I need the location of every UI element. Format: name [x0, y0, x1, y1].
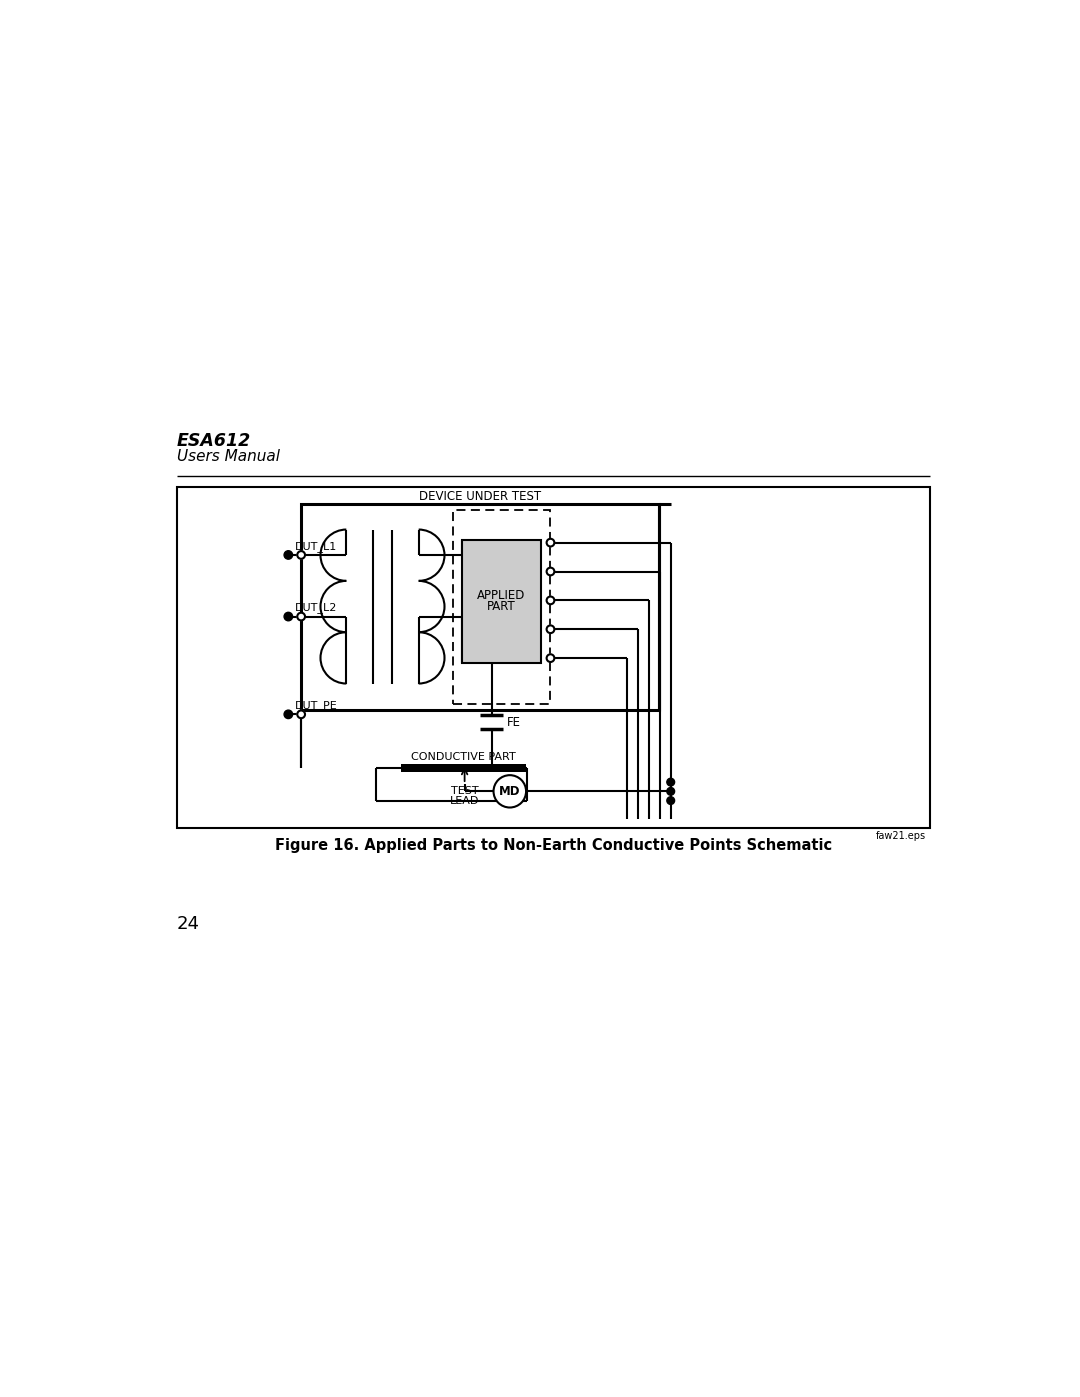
Circle shape — [666, 788, 675, 795]
Bar — [301, 504, 659, 711]
Circle shape — [284, 612, 293, 620]
Text: Users Manual: Users Manual — [177, 448, 280, 464]
Circle shape — [297, 613, 305, 620]
Circle shape — [666, 796, 675, 805]
Circle shape — [546, 654, 554, 662]
Text: MD: MD — [499, 785, 521, 798]
Circle shape — [546, 626, 554, 633]
Text: Figure 16. Applied Parts to Non-Earth Conductive Points Schematic: Figure 16. Applied Parts to Non-Earth Co… — [275, 838, 832, 852]
Text: DUT_PE: DUT_PE — [295, 700, 337, 711]
Circle shape — [297, 711, 305, 718]
Bar — [461, 539, 541, 662]
Text: FE: FE — [508, 715, 522, 729]
Circle shape — [297, 550, 305, 559]
Text: DEVICE UNDER TEST: DEVICE UNDER TEST — [419, 489, 541, 503]
Circle shape — [494, 775, 526, 807]
Text: DUT_L1: DUT_L1 — [295, 541, 337, 552]
Circle shape — [284, 710, 293, 718]
Circle shape — [546, 597, 554, 605]
Text: APPLIED: APPLIED — [477, 590, 525, 602]
Circle shape — [546, 539, 554, 546]
Bar — [177, 488, 930, 828]
Text: faw21.eps: faw21.eps — [876, 831, 927, 841]
Text: 24: 24 — [177, 915, 200, 933]
Bar — [402, 764, 526, 773]
Text: CONDUCTIVE PART: CONDUCTIVE PART — [411, 752, 516, 761]
Circle shape — [284, 550, 293, 559]
Circle shape — [546, 567, 554, 576]
Bar — [453, 510, 550, 704]
Text: LEAD: LEAD — [450, 795, 480, 806]
Text: ESA612: ESA612 — [177, 432, 251, 450]
Circle shape — [666, 778, 675, 787]
Text: PART: PART — [487, 601, 515, 613]
Text: DUT_L2: DUT_L2 — [295, 602, 337, 613]
Text: TEST: TEST — [450, 787, 478, 796]
